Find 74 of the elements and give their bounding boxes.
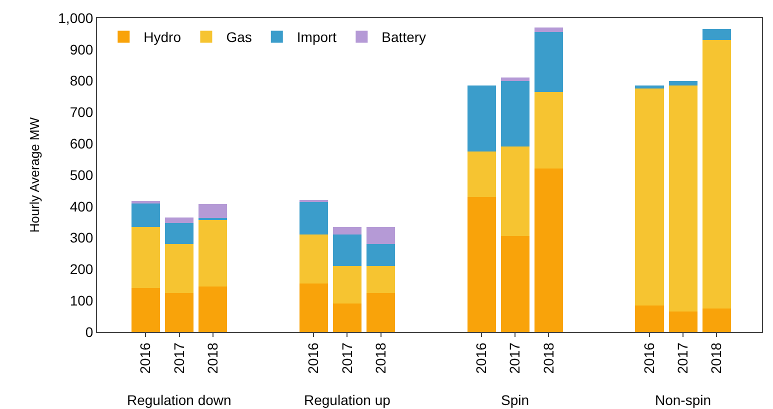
x-tick-label: 2017	[674, 342, 691, 374]
bar	[467, 86, 496, 152]
bar	[198, 286, 228, 332]
bar	[635, 305, 664, 332]
bar	[668, 312, 698, 332]
legend-label: Battery	[382, 29, 426, 46]
x-tick-label: 2017	[338, 342, 355, 374]
bar	[299, 202, 328, 235]
legend-label: Gas	[226, 29, 252, 46]
y-tick-label: 500	[70, 166, 94, 183]
x-tick-label: 2016	[473, 342, 490, 374]
bar	[534, 92, 563, 169]
bar	[534, 32, 563, 92]
x-tick-label: 2018	[204, 342, 220, 374]
bar	[534, 168, 563, 332]
bar	[635, 88, 664, 306]
bar	[299, 283, 328, 332]
text: Non-spin	[655, 392, 712, 408]
bar	[668, 86, 698, 312]
bar	[702, 28, 731, 40]
legend-label: Hydro	[144, 29, 182, 46]
text: Spin	[501, 392, 530, 408]
bar	[366, 266, 396, 293]
bar	[198, 220, 228, 286]
x-tick-label: 2016	[305, 342, 322, 374]
bar	[332, 226, 362, 235]
bar	[500, 78, 530, 81]
x-tick-label: 2018	[372, 342, 388, 374]
x-tick-label: 2018	[708, 342, 724, 374]
x-tick-label: 2016	[137, 342, 154, 374]
bar	[500, 146, 530, 236]
y-tick-label: 400	[70, 198, 94, 214]
x-tick-label: 2016	[641, 342, 658, 374]
bar	[131, 226, 160, 288]
y-tick-label: 1,000	[58, 10, 94, 26]
bar	[165, 244, 194, 293]
y-tick-label: 100	[70, 292, 94, 308]
bar	[165, 223, 194, 244]
bar	[366, 292, 396, 332]
y-tick-label: 0	[85, 324, 94, 340]
bar	[467, 196, 496, 332]
bar	[467, 151, 496, 197]
bar	[332, 234, 362, 266]
legend-label: Import	[296, 29, 337, 46]
y-tick-label: 300	[70, 230, 94, 246]
bar	[332, 304, 362, 332]
bar	[131, 203, 160, 227]
bar	[366, 226, 396, 244]
bar	[635, 86, 664, 89]
bar	[165, 218, 194, 224]
y-tick-label: 200	[70, 261, 94, 278]
bar	[500, 80, 530, 147]
bar	[500, 236, 530, 332]
bar	[131, 200, 160, 204]
y-axis-title: Hourly Average MW	[27, 116, 42, 233]
text: Regulation up	[304, 392, 391, 408]
bar	[165, 292, 194, 332]
bar	[332, 266, 362, 304]
bar	[668, 80, 698, 86]
bar	[702, 308, 731, 332]
y-tick-label: 600	[70, 136, 94, 152]
bar	[131, 288, 160, 332]
bar	[366, 244, 396, 266]
text: Regulation down	[127, 392, 232, 408]
bar	[299, 234, 328, 284]
bar	[702, 40, 731, 308]
x-tick-label: 2018	[540, 342, 556, 374]
bar	[198, 204, 228, 218]
y-tick-label: 700	[70, 104, 94, 120]
x-tick-label: 2017	[170, 342, 187, 374]
x-tick-label: 2017	[506, 342, 523, 374]
y-tick-label: 800	[70, 72, 94, 89]
bar	[534, 27, 563, 32]
y-tick-label: 900	[70, 41, 94, 58]
